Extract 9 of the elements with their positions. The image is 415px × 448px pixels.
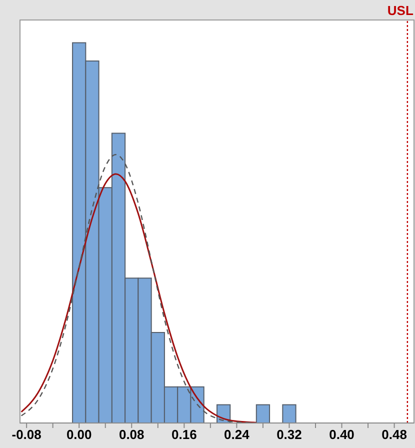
x-tick-label: 0.08 [118,427,144,442]
x-tick-label: 0.40 [329,427,354,442]
x-tick-label: 0.16 [172,427,197,442]
x-tick-label: 0.24 [224,427,250,442]
x-tick-label: 0.32 [276,427,302,442]
x-tick-label: 0.00 [66,427,92,442]
x-tick-label: 0.48 [382,427,407,442]
x-tick-label: -0.08 [12,427,42,442]
ref-line-label: USL [387,3,414,18]
